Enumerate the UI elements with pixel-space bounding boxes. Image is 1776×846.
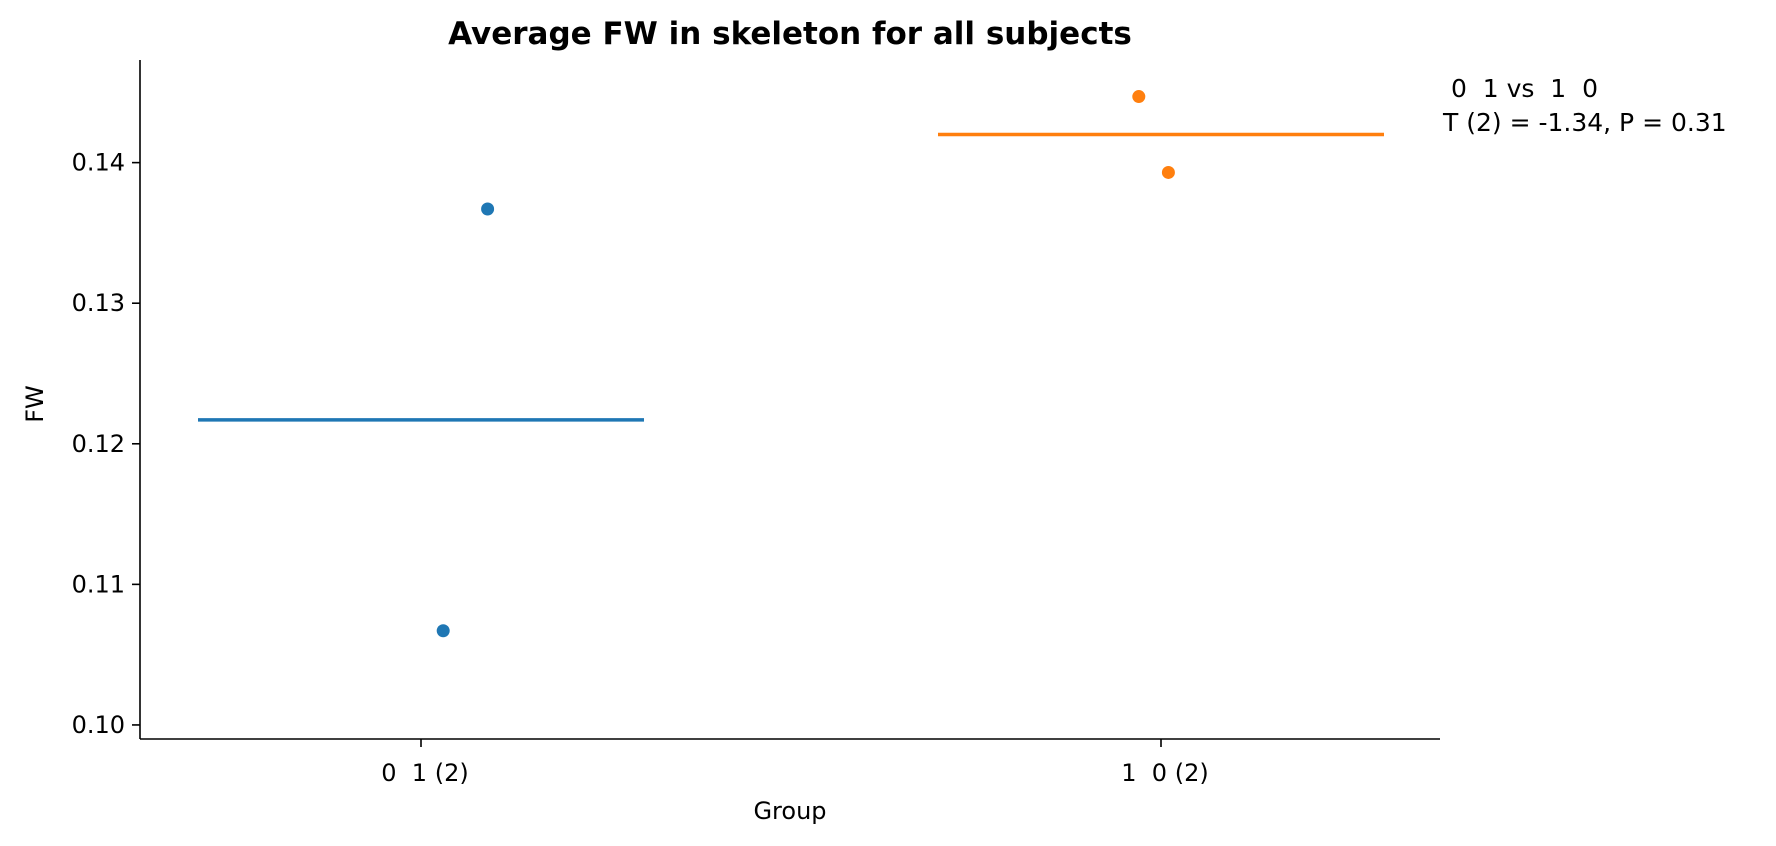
chart-title: Average FW in skeleton for all subjects: [448, 16, 1132, 52]
y-axis-label: FW: [21, 385, 49, 423]
y-ticks: 0.10 0.11 0.12 0.13 0.14: [72, 149, 140, 739]
x-tick-label: 0 1 (2): [381, 759, 468, 787]
y-tick-label: 0.13: [72, 289, 125, 317]
y-tick-label: 0.11: [72, 570, 125, 598]
stats-annotation-line2: T (2) = -1.34, P = 0.31: [1442, 108, 1727, 137]
data-point: [1161, 165, 1175, 179]
y-tick-label: 0.10: [72, 711, 125, 739]
data-point: [1132, 90, 1146, 104]
plot-area: 0.10 0.11 0.12 0.13 0.14 0 1 (2) 1 0 (2): [72, 60, 1440, 787]
x-tick-label: 1 0 (2): [1121, 759, 1208, 787]
data-point: [481, 202, 495, 216]
x-ticks: 0 1 (2) 1 0 (2): [381, 739, 1209, 787]
mean-lines: [198, 132, 1384, 422]
data-points: [436, 90, 1175, 638]
data-point: [436, 624, 450, 638]
y-tick-label: 0.14: [72, 149, 125, 177]
x-axis-label: Group: [753, 797, 826, 825]
y-tick-label: 0.12: [72, 430, 125, 458]
stats-annotation-line1: 0 1 vs 1 0: [1443, 74, 1598, 103]
